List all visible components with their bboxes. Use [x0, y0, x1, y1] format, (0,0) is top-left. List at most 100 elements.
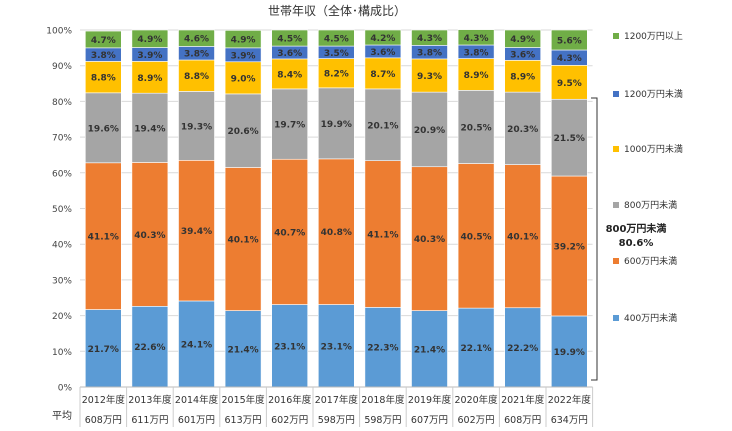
y-tick-label: 0% [58, 384, 73, 394]
data-label: 22.6% [134, 343, 165, 353]
bar-segment [550, 175, 588, 317]
data-label: 21.4% [414, 345, 445, 355]
average-income: 608万円 [85, 415, 122, 426]
average-income: 608万円 [504, 415, 541, 426]
x-category-label: 2020年度 [455, 394, 499, 406]
bar-segment [85, 162, 122, 310]
data-label: 19.4% [134, 124, 165, 134]
bar-segment [317, 87, 355, 160]
y-tick-label: 70% [52, 134, 72, 144]
bar-segment [224, 30, 262, 49]
y-tick-label: 80% [52, 98, 72, 108]
bar-segment [178, 91, 215, 161]
data-label: 9.5% [557, 79, 582, 89]
y-tick-label: 10% [52, 348, 72, 358]
data-label: 3.9% [231, 51, 256, 61]
y-tick-label: 40% [52, 241, 72, 251]
average-income: 634万円 [551, 415, 588, 426]
bar-segment [411, 166, 448, 311]
bar-segment [178, 300, 215, 388]
y-tick-label: 50% [52, 205, 72, 215]
bar-segment [317, 158, 355, 305]
data-label: 20.3% [507, 125, 538, 135]
bar-segment [271, 88, 309, 160]
bar-segment [178, 160, 215, 302]
data-label: 19.3% [181, 122, 212, 132]
data-label: 39.4% [181, 227, 212, 237]
data-label: 39.2% [554, 242, 585, 252]
bar-segment [224, 167, 262, 311]
legend-label: 1200万円未満 [624, 88, 683, 100]
data-label: 3.8% [91, 51, 116, 61]
legend-swatch [613, 258, 619, 264]
data-label: 4.6% [184, 35, 209, 45]
data-label: 23.1% [321, 342, 352, 352]
data-label: 4.3% [557, 54, 582, 64]
data-label: 9.3% [417, 72, 442, 82]
data-label: 4.3% [417, 34, 442, 44]
data-label: 3.6% [510, 50, 535, 60]
average-income: 613万円 [225, 415, 262, 426]
data-label: 19.7% [274, 121, 305, 131]
bar-segment [224, 93, 262, 168]
bar-segment [550, 29, 588, 51]
data-label: 41.1% [367, 231, 398, 241]
bar-segment [131, 29, 169, 48]
data-label: 8.4% [277, 70, 302, 80]
data-label: 8.9% [510, 73, 535, 83]
data-label: 40.7% [274, 228, 305, 238]
data-label: 8.2% [324, 70, 349, 80]
bar-segment [550, 65, 588, 100]
legend-label: 400万円未満 [624, 312, 677, 324]
average-income: 602万円 [458, 415, 495, 426]
data-label: 40.1% [507, 233, 538, 243]
data-label: 21.5% [554, 134, 585, 144]
y-tick-label: 90% [52, 62, 72, 72]
data-label: 19.9% [321, 120, 352, 130]
average-income: 602万円 [271, 415, 308, 426]
data-label: 4.9% [231, 36, 256, 46]
bar-segment [504, 29, 542, 48]
bar-segment [550, 98, 588, 177]
data-label: 22.2% [507, 344, 538, 354]
data-label: 8.7% [370, 70, 395, 80]
bar-segment [85, 30, 122, 49]
data-label: 4.5% [277, 35, 302, 45]
data-label: 22.1% [460, 344, 491, 354]
bar-segment [131, 306, 169, 388]
data-label: 8.8% [184, 72, 209, 82]
data-label: 3.6% [370, 48, 395, 58]
bar-segment [271, 304, 309, 388]
legend-swatch [613, 91, 619, 97]
data-label: 40.3% [134, 231, 165, 241]
data-label: 8.9% [137, 74, 162, 84]
bar-segment [504, 164, 542, 309]
data-label: 9.0% [231, 74, 256, 84]
legend-label: 1200万円以上 [624, 31, 683, 42]
data-label: 3.5% [324, 49, 349, 59]
data-label: 24.1% [181, 340, 212, 350]
data-label: 40.5% [460, 232, 491, 242]
bar-segment [271, 29, 309, 47]
x-category-label: 2019年度 [408, 394, 452, 406]
bar-segment [411, 29, 448, 46]
annotation-bracket [591, 97, 598, 381]
data-label: 40.8% [321, 228, 352, 238]
data-label: 20.5% [460, 123, 491, 133]
bar-segment [364, 57, 402, 90]
data-label: 20.9% [414, 126, 445, 136]
average-label: 平均 [52, 410, 72, 422]
bar-segment [224, 61, 262, 95]
bar-segment [85, 92, 122, 164]
data-label: 4.2% [370, 34, 395, 44]
data-label: 21.7% [88, 345, 119, 355]
legend-swatch [613, 146, 619, 152]
bar-segment [550, 315, 588, 388]
bar-segment [178, 29, 215, 47]
data-label: 22.3% [367, 344, 398, 354]
bar-segment [364, 307, 402, 388]
data-label: 20.1% [367, 121, 398, 131]
bar-segment [317, 29, 355, 47]
data-label: 8.8% [91, 74, 116, 84]
